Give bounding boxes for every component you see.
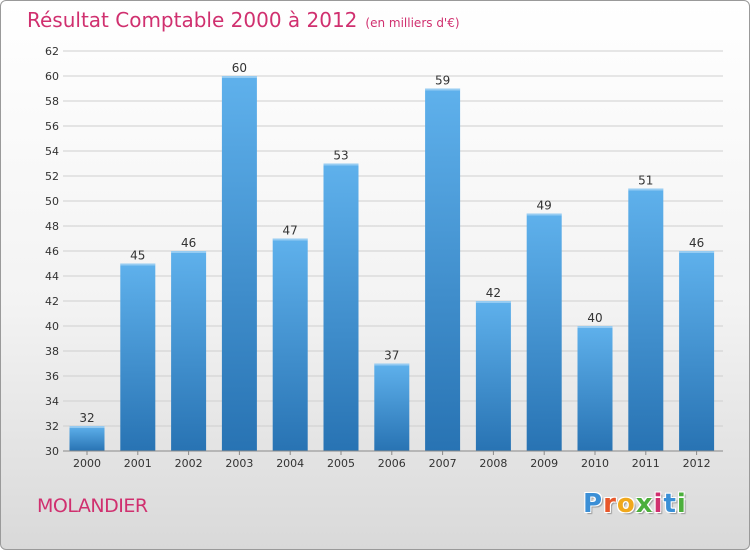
- data-label-2007: 59: [435, 74, 450, 88]
- data-label-2012: 46: [689, 236, 704, 250]
- y-axis-ticks: 30 32 34 36 38 40 42 44 46 48 50 52 54 56 58 60 62: [45, 45, 59, 458]
- bar-2011: [628, 188, 664, 451]
- bar-2004: [272, 238, 308, 451]
- x-tick-label: 2010: [581, 457, 609, 470]
- y-tick-label: 50: [45, 195, 59, 208]
- y-tick-label: 40: [45, 320, 59, 333]
- bar-highlight: [425, 88, 461, 91]
- data-labels: 32 45 46 60 47 53 37 59 42 49 40 51 46: [79, 61, 704, 425]
- data-label-2010: 40: [587, 311, 602, 325]
- bar-2000: [69, 426, 105, 451]
- x-tick-label: 2000: [73, 457, 101, 470]
- logo-letter: t: [663, 489, 677, 519]
- y-tick-label: 38: [45, 345, 59, 358]
- proxiti-logo: Proxiti: [583, 489, 687, 519]
- x-tick-label: 2001: [124, 457, 152, 470]
- x-tick-label: 2004: [276, 457, 304, 470]
- y-tick-label: 44: [45, 270, 59, 283]
- data-label-2005: 53: [333, 149, 348, 163]
- bar-2008: [475, 301, 511, 451]
- bar-highlight: [323, 163, 359, 166]
- y-tick-label: 30: [45, 445, 59, 458]
- x-tick-label: 2003: [225, 457, 253, 470]
- x-tick-label: 2002: [175, 457, 203, 470]
- x-axis-ticks: 2000 2001 2002 2003 2004 2005 2006 2007 2008 2009…: [73, 451, 711, 470]
- y-tick-label: 46: [45, 245, 59, 258]
- x-tick-label: 2011: [632, 457, 660, 470]
- data-label-2001: 45: [130, 249, 145, 263]
- x-tick-label: 2006: [378, 457, 406, 470]
- logo-letter: o: [616, 489, 636, 519]
- y-tick-label: 58: [45, 95, 59, 108]
- bar-highlight: [628, 188, 664, 191]
- x-tick-label: 2007: [429, 457, 457, 470]
- commune-name: MOLANDIER: [37, 495, 148, 517]
- x-tick-label: 2008: [479, 457, 507, 470]
- bar-2005: [323, 163, 359, 451]
- data-label-2008: 42: [486, 286, 501, 300]
- logo-letter: P: [583, 489, 604, 519]
- x-tick-label: 2009: [530, 457, 558, 470]
- y-tick-label: 56: [45, 120, 59, 133]
- bar-highlight: [120, 263, 156, 266]
- bars: [69, 76, 715, 451]
- bar-highlight: [69, 426, 105, 428]
- bar-highlight: [221, 76, 257, 78]
- bar-2010: [577, 326, 613, 451]
- data-label-2004: 47: [283, 224, 298, 238]
- data-label-2011: 51: [638, 174, 653, 188]
- bar-highlight: [679, 251, 715, 253]
- x-tick-label: 2005: [327, 457, 355, 470]
- bar-2007: [425, 88, 461, 451]
- y-tick-label: 48: [45, 220, 59, 233]
- bar-2006: [374, 363, 410, 451]
- y-tick-label: 62: [45, 45, 59, 58]
- bar-highlight: [526, 213, 562, 216]
- bar-2001: [120, 263, 156, 451]
- bar-highlight: [577, 326, 613, 328]
- data-label-2003: 60: [232, 61, 247, 75]
- bar-2003: [221, 76, 257, 451]
- bar-highlight: [374, 363, 410, 366]
- y-tick-label: 60: [45, 70, 59, 83]
- chart-title-subtitle: (en milliers d'€): [365, 16, 460, 30]
- logo-letter: r: [603, 489, 617, 519]
- chart-title-main: Résultat Comptable 2000 à 2012: [27, 8, 358, 32]
- bar-highlight: [171, 251, 207, 253]
- chart-title: Résultat Comptable 2000 à 2012 (en millie…: [27, 8, 460, 32]
- y-tick-label: 32: [45, 420, 59, 433]
- x-tick-label: 2012: [683, 457, 711, 470]
- bar-highlight: [272, 238, 308, 241]
- y-tick-label: 42: [45, 295, 59, 308]
- bar-2012: [679, 251, 715, 451]
- data-label-2000: 32: [79, 411, 94, 425]
- bar-2002: [171, 251, 207, 451]
- logo-letter: i: [653, 489, 664, 519]
- data-label-2009: 49: [537, 199, 552, 213]
- data-label-2006: 37: [384, 349, 399, 363]
- y-tick-label: 34: [45, 395, 59, 408]
- logo-letter: i: [676, 489, 687, 519]
- y-tick-label: 36: [45, 370, 59, 383]
- bar-2009: [526, 213, 562, 451]
- y-tick-label: 52: [45, 170, 59, 183]
- logo-letter: x: [635, 489, 654, 519]
- data-label-2002: 46: [181, 236, 196, 250]
- bar-highlight: [475, 301, 511, 303]
- y-tick-label: 54: [45, 145, 59, 158]
